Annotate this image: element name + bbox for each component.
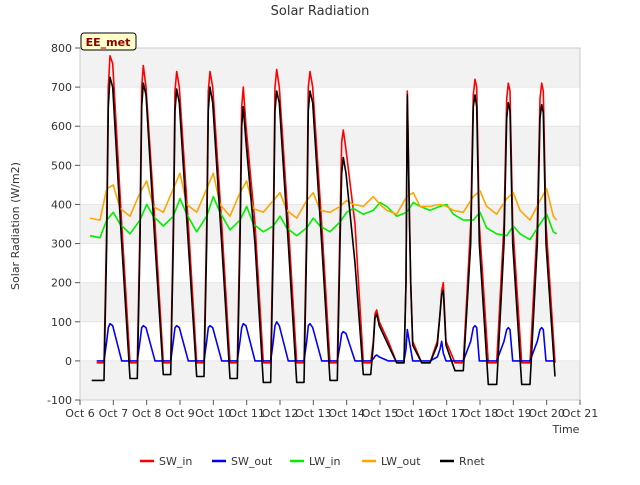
y-tick-label: 400 bbox=[51, 198, 72, 211]
station-badge-box bbox=[80, 32, 137, 51]
y-tick-label: 200 bbox=[51, 277, 72, 290]
grid-bands bbox=[80, 47, 580, 401]
series-line-rnet bbox=[91, 76, 556, 386]
y-tick-label: 500 bbox=[51, 159, 72, 172]
legend-label-lw-in: LW_in bbox=[309, 455, 341, 468]
x-tick-label: Oct 16 bbox=[395, 407, 432, 420]
series-line-lw-out bbox=[89, 172, 558, 221]
y-tick-label: 0 bbox=[65, 355, 72, 368]
legend: SW_in SW_out LW_in LW_out Rnet bbox=[140, 455, 485, 468]
x-tick-label: Oct 8 bbox=[132, 407, 162, 420]
x-tick-label: Oct 11 bbox=[228, 407, 265, 420]
x-tick-label: Oct 10 bbox=[195, 407, 232, 420]
x-tick-label: Oct 14 bbox=[328, 407, 365, 420]
plot-frame bbox=[79, 47, 581, 401]
x-tick-label: Oct 6 bbox=[65, 407, 95, 420]
y-tick-label: 100 bbox=[51, 316, 72, 329]
grid-band-3 bbox=[80, 126, 580, 166]
x-tick-label: Oct 7 bbox=[99, 407, 129, 420]
x-tick-label: Oct 21 bbox=[562, 407, 599, 420]
y-tick-label: 600 bbox=[51, 120, 72, 133]
x-tick-label: Oct 13 bbox=[295, 407, 332, 420]
y-tick-label: -100 bbox=[47, 394, 72, 407]
legend-label-sw-in: SW_in bbox=[159, 455, 192, 468]
series-layer bbox=[89, 54, 558, 386]
x-tick-label: Oct 17 bbox=[428, 407, 465, 420]
series-line-sw-out bbox=[96, 320, 555, 362]
grid-band-1 bbox=[80, 282, 580, 322]
legend-label-rnet: Rnet bbox=[459, 455, 485, 468]
x-tick-label: Oct 15 bbox=[362, 407, 399, 420]
station-badge: EE_met bbox=[80, 32, 137, 51]
x-tick-label: Oct 18 bbox=[462, 407, 499, 420]
y-tick-label: 300 bbox=[51, 238, 72, 251]
y-axis-title: Solar Radiation (W/m2) bbox=[9, 162, 22, 290]
x-tick-label: Oct 12 bbox=[262, 407, 299, 420]
series-line-lw-in bbox=[89, 195, 558, 241]
chart-title: Solar Radiation bbox=[271, 4, 370, 19]
y-tick-label: 700 bbox=[51, 81, 72, 94]
grid-band-4 bbox=[80, 48, 580, 88]
x-tick-label: Oct 19 bbox=[495, 407, 532, 420]
x-tick-label: Oct 20 bbox=[528, 407, 565, 420]
x-tick-label: Oct 9 bbox=[165, 407, 195, 420]
x-axis-title: Time bbox=[552, 423, 580, 436]
y-tick-label: 800 bbox=[51, 42, 72, 55]
station-badge-label: EE_met bbox=[86, 36, 131, 49]
legend-label-sw-out: SW_out bbox=[231, 455, 273, 468]
legend-label-lw-out: LW_out bbox=[381, 455, 421, 468]
